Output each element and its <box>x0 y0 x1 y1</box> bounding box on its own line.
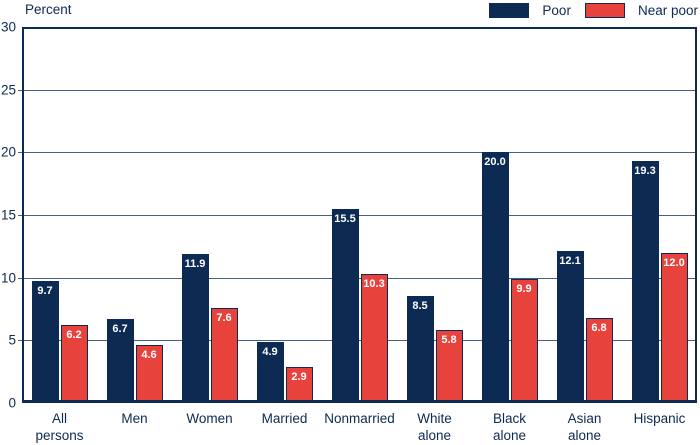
bar-group-married: 4.9 2.9 <box>247 27 322 403</box>
legend-label-poor: Poor <box>542 3 571 18</box>
bar-group-hispanic: 19.3 12.0 <box>622 27 697 403</box>
bar-group-black-alone: 20.0 9.9 <box>472 27 547 403</box>
bar-near-poor-hispanic: 12.0 <box>660 252 688 403</box>
plot-area: 9.7 6.2 6.7 4.6 11.9 7.6 4.9 2.9 15.5 10.3 8.5 5.8 2… <box>18 27 697 403</box>
x-tick-label-white-alone: White alone <box>417 411 452 443</box>
y-axis: 0 5 10 15 20 25 30 <box>0 20 16 411</box>
value-label-near-poor-married: 2.9 <box>291 370 307 383</box>
bar-near-poor-white-alone: 5.8 <box>435 330 463 403</box>
bar-group-white-alone: 8.5 5.8 <box>397 27 472 403</box>
x-tick-label-men: Men <box>121 411 148 426</box>
bar-poor-married: 4.9 <box>256 341 284 403</box>
bar-near-poor-nonmarried: 10.3 <box>360 273 388 403</box>
legend-item-poor: Poor <box>489 3 571 18</box>
value-label-near-poor-women: 7.6 <box>216 311 232 324</box>
y-axis-title: Percent <box>25 2 72 17</box>
plot-border-right <box>695 27 697 403</box>
bar-poor-asian-alone: 12.1 <box>556 251 584 403</box>
bar-group-women: 11.9 7.6 <box>172 27 247 403</box>
y-axis-line <box>22 27 24 403</box>
bar-near-poor-black-alone: 9.9 <box>510 278 538 403</box>
x-tick-label-nonmarried: Nonmarried <box>324 411 395 426</box>
legend: Poor Near poor <box>489 3 698 18</box>
y-tick-label-10: 10 <box>0 270 16 286</box>
bar-poor-women: 11.9 <box>181 253 209 403</box>
bar-poor-men: 6.7 <box>106 319 134 403</box>
bar-group-nonmarried: 15.5 10.3 <box>322 27 397 403</box>
x-tick-label-black-alone: Black alone <box>492 411 527 443</box>
bar-poor-white-alone: 8.5 <box>406 296 434 403</box>
value-label-poor-white-alone: 8.5 <box>412 300 428 313</box>
y-tick-label-25: 25 <box>0 82 16 98</box>
y-tick-label-5: 5 <box>8 332 16 348</box>
value-label-near-poor-white-alone: 5.8 <box>441 334 457 347</box>
x-tick-label-asian-alone: Asian alone <box>567 411 602 443</box>
value-label-near-poor-nonmarried: 10.3 <box>363 277 385 290</box>
legend-label-near-poor: Near poor <box>637 3 698 18</box>
bar-poor-black-alone: 20.0 <box>481 152 509 403</box>
value-label-near-poor-black-alone: 9.9 <box>516 282 532 295</box>
bar-near-poor-asian-alone: 6.8 <box>585 317 613 403</box>
legend-item-near-poor: Near poor <box>584 3 698 18</box>
x-tick-label-women: Women <box>186 411 233 426</box>
value-label-poor-hispanic: 19.3 <box>634 165 656 178</box>
x-tick-label-all-persons: All persons <box>35 411 84 443</box>
bar-near-poor-all-persons: 6.2 <box>60 325 88 403</box>
value-label-poor-men: 6.7 <box>112 323 128 336</box>
value-label-poor-all-persons: 9.7 <box>37 285 53 298</box>
value-label-poor-black-alone: 20.0 <box>484 156 506 169</box>
value-label-poor-women: 11.9 <box>184 257 206 270</box>
value-label-near-poor-hispanic: 12.0 <box>663 256 685 269</box>
bar-poor-hispanic: 19.3 <box>631 161 659 403</box>
bar-near-poor-men: 4.6 <box>135 345 163 403</box>
bar-poor-all-persons: 9.7 <box>31 281 59 403</box>
y-tick-label-15: 15 <box>0 207 16 223</box>
bar-near-poor-women: 7.6 <box>210 307 238 403</box>
bar-near-poor-married: 2.9 <box>285 366 313 403</box>
legend-swatch-near-poor <box>584 3 625 18</box>
x-axis-line <box>22 400 697 403</box>
value-label-near-poor-all-persons: 6.2 <box>66 329 82 342</box>
gridline-20 <box>18 152 697 154</box>
x-tick-label-married: Married <box>261 411 308 426</box>
value-label-poor-married: 4.9 <box>262 345 278 358</box>
y-tick-label-0: 0 <box>8 395 16 411</box>
value-label-poor-nonmarried: 15.5 <box>334 212 356 225</box>
bar-groups: 9.7 6.2 6.7 4.6 11.9 7.6 4.9 2.9 15.5 10.3 8.5 5.8 2… <box>22 27 697 403</box>
value-label-poor-asian-alone: 12.1 <box>559 255 581 268</box>
x-axis: All persons Men Women Married Nonmarried White… <box>22 410 697 444</box>
bar-group-all-persons: 9.7 6.2 <box>22 27 97 403</box>
y-tick-label-20: 20 <box>0 144 16 160</box>
plot-border-top <box>22 27 697 29</box>
gridline-25 <box>18 89 697 91</box>
bar-poor-nonmarried: 15.5 <box>331 208 359 403</box>
bar-group-asian-alone: 12.1 6.8 <box>547 27 622 403</box>
value-label-near-poor-asian-alone: 6.8 <box>591 321 607 334</box>
legend-swatch-poor <box>489 3 530 18</box>
x-tick-label-hispanic: Hispanic <box>633 411 686 426</box>
value-label-near-poor-men: 4.6 <box>141 349 157 362</box>
y-tick-label-30: 30 <box>0 19 16 35</box>
bar-group-men: 6.7 4.6 <box>97 27 172 403</box>
